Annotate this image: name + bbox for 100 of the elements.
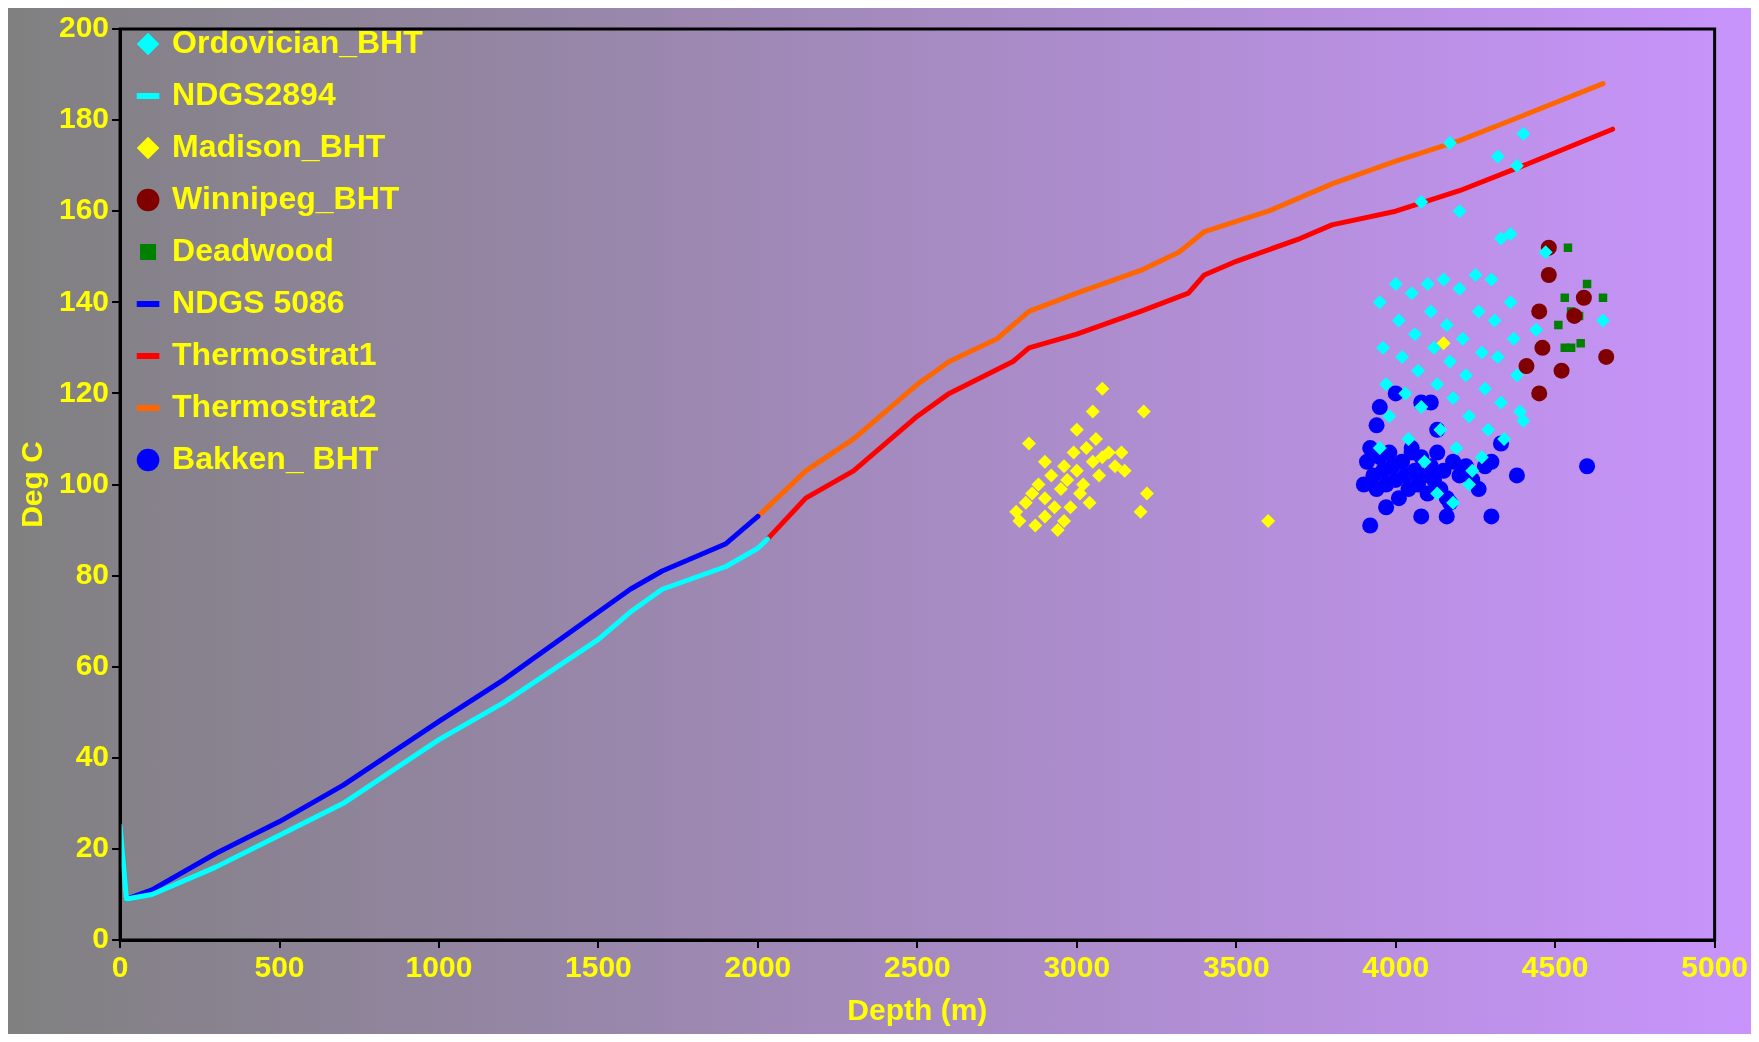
point bbox=[1531, 385, 1548, 402]
point bbox=[1518, 358, 1535, 375]
y-tick-label: 80 bbox=[75, 556, 110, 590]
point bbox=[1446, 390, 1461, 405]
point bbox=[1430, 377, 1445, 392]
point bbox=[1420, 277, 1435, 292]
point bbox=[1579, 458, 1596, 475]
point bbox=[1378, 499, 1395, 516]
point bbox=[1382, 409, 1397, 424]
point bbox=[1053, 482, 1068, 497]
point bbox=[1508, 467, 1525, 484]
point bbox=[1372, 441, 1387, 456]
point bbox=[1509, 368, 1524, 383]
point bbox=[1379, 377, 1394, 392]
x-tick-label: 3500 bbox=[1202, 950, 1270, 984]
legend-label: Madison_BHT bbox=[172, 127, 386, 164]
point bbox=[1388, 277, 1403, 292]
y-tick-label: 120 bbox=[58, 374, 110, 408]
point bbox=[1413, 508, 1430, 525]
x-axis-title: Depth (m) bbox=[847, 993, 988, 1027]
point bbox=[1085, 404, 1100, 419]
point bbox=[1057, 459, 1072, 474]
point bbox=[1445, 453, 1462, 470]
point bbox=[1470, 481, 1487, 498]
point bbox=[1446, 495, 1461, 510]
point bbox=[1576, 339, 1585, 348]
point bbox=[1596, 313, 1611, 328]
point bbox=[1362, 517, 1379, 534]
point bbox=[1021, 436, 1036, 451]
point bbox=[1438, 508, 1455, 525]
point bbox=[1474, 345, 1489, 360]
point bbox=[1072, 486, 1087, 501]
point bbox=[1529, 322, 1544, 337]
point bbox=[1490, 349, 1505, 364]
point bbox=[1513, 404, 1528, 419]
point bbox=[1261, 513, 1276, 528]
y-tick-label: 60 bbox=[75, 647, 110, 681]
point bbox=[1018, 495, 1033, 510]
point bbox=[1060, 472, 1075, 487]
point bbox=[1497, 431, 1512, 446]
point bbox=[1426, 340, 1441, 355]
point bbox=[1050, 523, 1065, 538]
point bbox=[1575, 289, 1592, 306]
point bbox=[1452, 281, 1467, 296]
point bbox=[1560, 293, 1569, 302]
point bbox=[1028, 518, 1043, 533]
point bbox=[1509, 158, 1524, 173]
x-tick-label: 3000 bbox=[1043, 950, 1111, 984]
point bbox=[1101, 445, 1116, 460]
x-tick-label: 4000 bbox=[1362, 950, 1430, 984]
point bbox=[1483, 508, 1500, 525]
legend-label: Winnipeg_BHT bbox=[172, 179, 400, 216]
point bbox=[1398, 386, 1413, 401]
point bbox=[1474, 450, 1489, 465]
point bbox=[1407, 327, 1422, 342]
point bbox=[1487, 313, 1502, 328]
point bbox=[1368, 417, 1385, 434]
point bbox=[1085, 454, 1100, 469]
y-tick-label: 160 bbox=[58, 192, 110, 226]
point bbox=[1414, 195, 1429, 210]
point bbox=[1414, 400, 1429, 415]
point bbox=[1554, 320, 1563, 330]
point bbox=[1598, 348, 1615, 365]
point bbox=[1079, 441, 1094, 456]
y-tick-label: 20 bbox=[75, 830, 110, 864]
point bbox=[1423, 304, 1438, 319]
point bbox=[1442, 135, 1457, 150]
point bbox=[1057, 513, 1072, 528]
point bbox=[1429, 444, 1446, 461]
point bbox=[1417, 454, 1432, 469]
point bbox=[1375, 340, 1390, 355]
point bbox=[1471, 304, 1486, 319]
point bbox=[1114, 445, 1129, 460]
y-tick-label: 100 bbox=[58, 465, 110, 499]
point bbox=[1484, 272, 1499, 287]
point bbox=[1066, 445, 1081, 460]
x-tick-label: 500 bbox=[254, 950, 305, 984]
point bbox=[1095, 381, 1110, 396]
point bbox=[1133, 504, 1148, 519]
point bbox=[1025, 486, 1040, 501]
legend-label: Ordovician_BHT bbox=[172, 23, 424, 60]
point bbox=[1538, 245, 1553, 260]
y-tick-label: 180 bbox=[58, 101, 110, 135]
point bbox=[1481, 422, 1496, 437]
point bbox=[1430, 486, 1445, 501]
y-axis-title: Deg C bbox=[15, 441, 49, 528]
point bbox=[1462, 477, 1477, 492]
point bbox=[1540, 266, 1557, 283]
point bbox=[1390, 490, 1407, 507]
point bbox=[1436, 336, 1451, 351]
legend-label: Deadwood bbox=[172, 231, 334, 268]
point bbox=[1063, 500, 1078, 515]
point bbox=[1372, 295, 1387, 310]
point bbox=[1449, 441, 1464, 456]
point bbox=[1037, 491, 1052, 506]
point bbox=[1442, 354, 1457, 369]
point bbox=[1076, 477, 1091, 492]
point bbox=[1082, 495, 1097, 510]
point bbox=[1563, 243, 1573, 252]
point bbox=[1009, 504, 1024, 519]
